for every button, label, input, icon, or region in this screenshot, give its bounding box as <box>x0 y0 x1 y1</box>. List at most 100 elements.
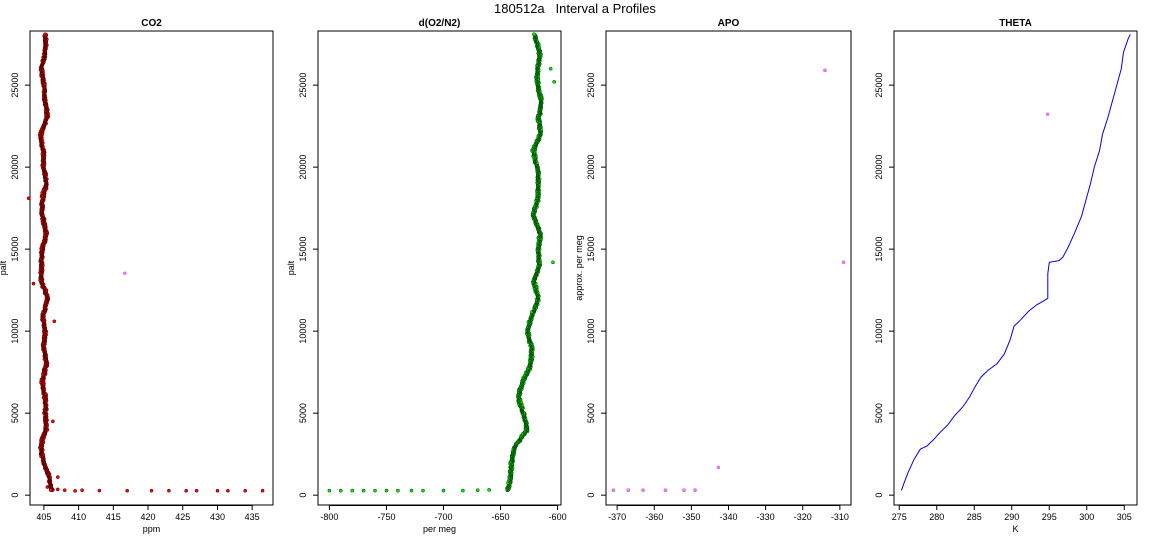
panel-title: THETA <box>999 18 1032 29</box>
outlier-point <box>350 488 355 493</box>
theta-profile-line <box>901 34 1131 491</box>
y-tick-label: 5000 <box>586 403 596 423</box>
y-tick-label: 10000 <box>586 319 596 344</box>
panel-title: CO2 <box>141 18 162 29</box>
outlier-point <box>682 488 686 493</box>
outlier-point <box>167 488 171 493</box>
outlier-point <box>260 488 265 493</box>
outlier-point <box>49 488 53 493</box>
outlier-point <box>80 488 84 493</box>
outlier-point <box>841 260 846 265</box>
y-tick-label: 15000 <box>298 237 308 262</box>
panel-title: APO <box>718 18 740 29</box>
outlier-point <box>373 488 377 493</box>
x-tick-label: -600 <box>549 512 567 522</box>
data-point <box>532 32 536 37</box>
x-tick-label: -650 <box>492 512 510 522</box>
x-tick-label: 295 <box>1042 512 1057 522</box>
y-tick-label: 15000 <box>874 237 884 262</box>
y-tick-label: 20000 <box>298 155 308 180</box>
x-tick-label: 300 <box>1079 512 1094 522</box>
y-tick-label: 25000 <box>586 73 596 98</box>
outlier-point <box>611 488 616 493</box>
x-axis-label: ppm <box>143 524 161 534</box>
outlier-point <box>327 488 332 493</box>
outlier-point <box>51 419 55 424</box>
y-tick-label: 15000 <box>10 237 20 262</box>
panel-title: d(O2/N2) <box>419 18 461 29</box>
x-tick-label: 305 <box>1117 512 1132 522</box>
x-axis-label: per meg <box>423 524 456 534</box>
x-tick-label: -350 <box>682 512 700 522</box>
panel-frame <box>29 30 274 506</box>
y-tick-label: 0 <box>10 493 20 498</box>
x-tick-label: 425 <box>175 512 190 522</box>
outlier-point <box>487 488 491 492</box>
x-tick-label: 415 <box>106 512 121 522</box>
y-tick-label: 20000 <box>874 155 884 180</box>
x-tick-label: 420 <box>141 512 156 522</box>
y-axis-label: palt <box>286 260 296 275</box>
outlier-point <box>384 488 389 493</box>
x-tick-label: 430 <box>210 512 225 522</box>
outlier-point <box>226 488 230 493</box>
y-axis-label: palt <box>0 260 8 275</box>
outlier-point <box>409 488 414 493</box>
outlier-point <box>548 66 553 71</box>
outlier-point <box>56 475 60 479</box>
x-tick-label: 410 <box>71 512 86 522</box>
y-tick-label: 25000 <box>874 73 884 98</box>
outlier-point <box>396 488 400 493</box>
x-tick-label: 290 <box>1004 512 1019 522</box>
data-point <box>716 465 721 470</box>
data-point <box>123 271 127 275</box>
outlier-point <box>441 488 446 493</box>
outlier-point <box>184 488 188 493</box>
outlier-point <box>194 488 199 493</box>
y-tick-label: 15000 <box>586 237 596 262</box>
outlier-point <box>461 488 465 493</box>
y-tick-label: 10000 <box>298 319 308 344</box>
x-tick-label: 275 <box>892 512 907 522</box>
y-tick-label: 25000 <box>298 73 308 98</box>
x-tick-label: -700 <box>434 512 452 522</box>
x-tick-label: 280 <box>929 512 944 522</box>
outlier-point <box>149 488 154 493</box>
outlier-point <box>693 488 697 493</box>
y-tick-label: 5000 <box>10 403 20 423</box>
x-tick-label: -360 <box>645 512 663 522</box>
outlier-point <box>215 488 220 493</box>
outlier-point <box>45 485 50 489</box>
outlier-point <box>823 68 827 73</box>
y-tick-label: 10000 <box>10 319 20 344</box>
x-tick-label: -750 <box>377 512 395 522</box>
figure-title: 180512a Interval a Profiles <box>494 1 656 16</box>
y-tick-label: 5000 <box>874 403 884 423</box>
data-point <box>43 32 47 37</box>
y-tick-label: 0 <box>586 493 596 498</box>
x-tick-label: -330 <box>757 512 775 522</box>
outlier-point <box>26 196 31 201</box>
panel-frame <box>893 30 1138 506</box>
x-tick-label: 435 <box>245 512 260 522</box>
outlier-point <box>551 260 555 265</box>
x-tick-label: -310 <box>831 512 849 522</box>
y-tick-label: 20000 <box>10 155 20 180</box>
outlier-point <box>52 319 57 324</box>
data-point <box>1045 112 1050 116</box>
x-tick-label: 285 <box>967 512 982 522</box>
x-tick-label: -370 <box>608 512 626 522</box>
outlier-point <box>73 489 77 493</box>
y-tick-label: 25000 <box>10 73 20 98</box>
outlier-point <box>56 487 60 492</box>
y-tick-label: 10000 <box>874 319 884 344</box>
x-tick-label: -800 <box>320 512 338 522</box>
x-axis-label: K <box>1012 524 1018 534</box>
outlier-point <box>475 488 480 493</box>
y-tick-label: 0 <box>298 493 308 498</box>
outlier-point <box>243 488 247 493</box>
outlier-point <box>31 281 36 286</box>
outlier-point <box>552 80 557 84</box>
